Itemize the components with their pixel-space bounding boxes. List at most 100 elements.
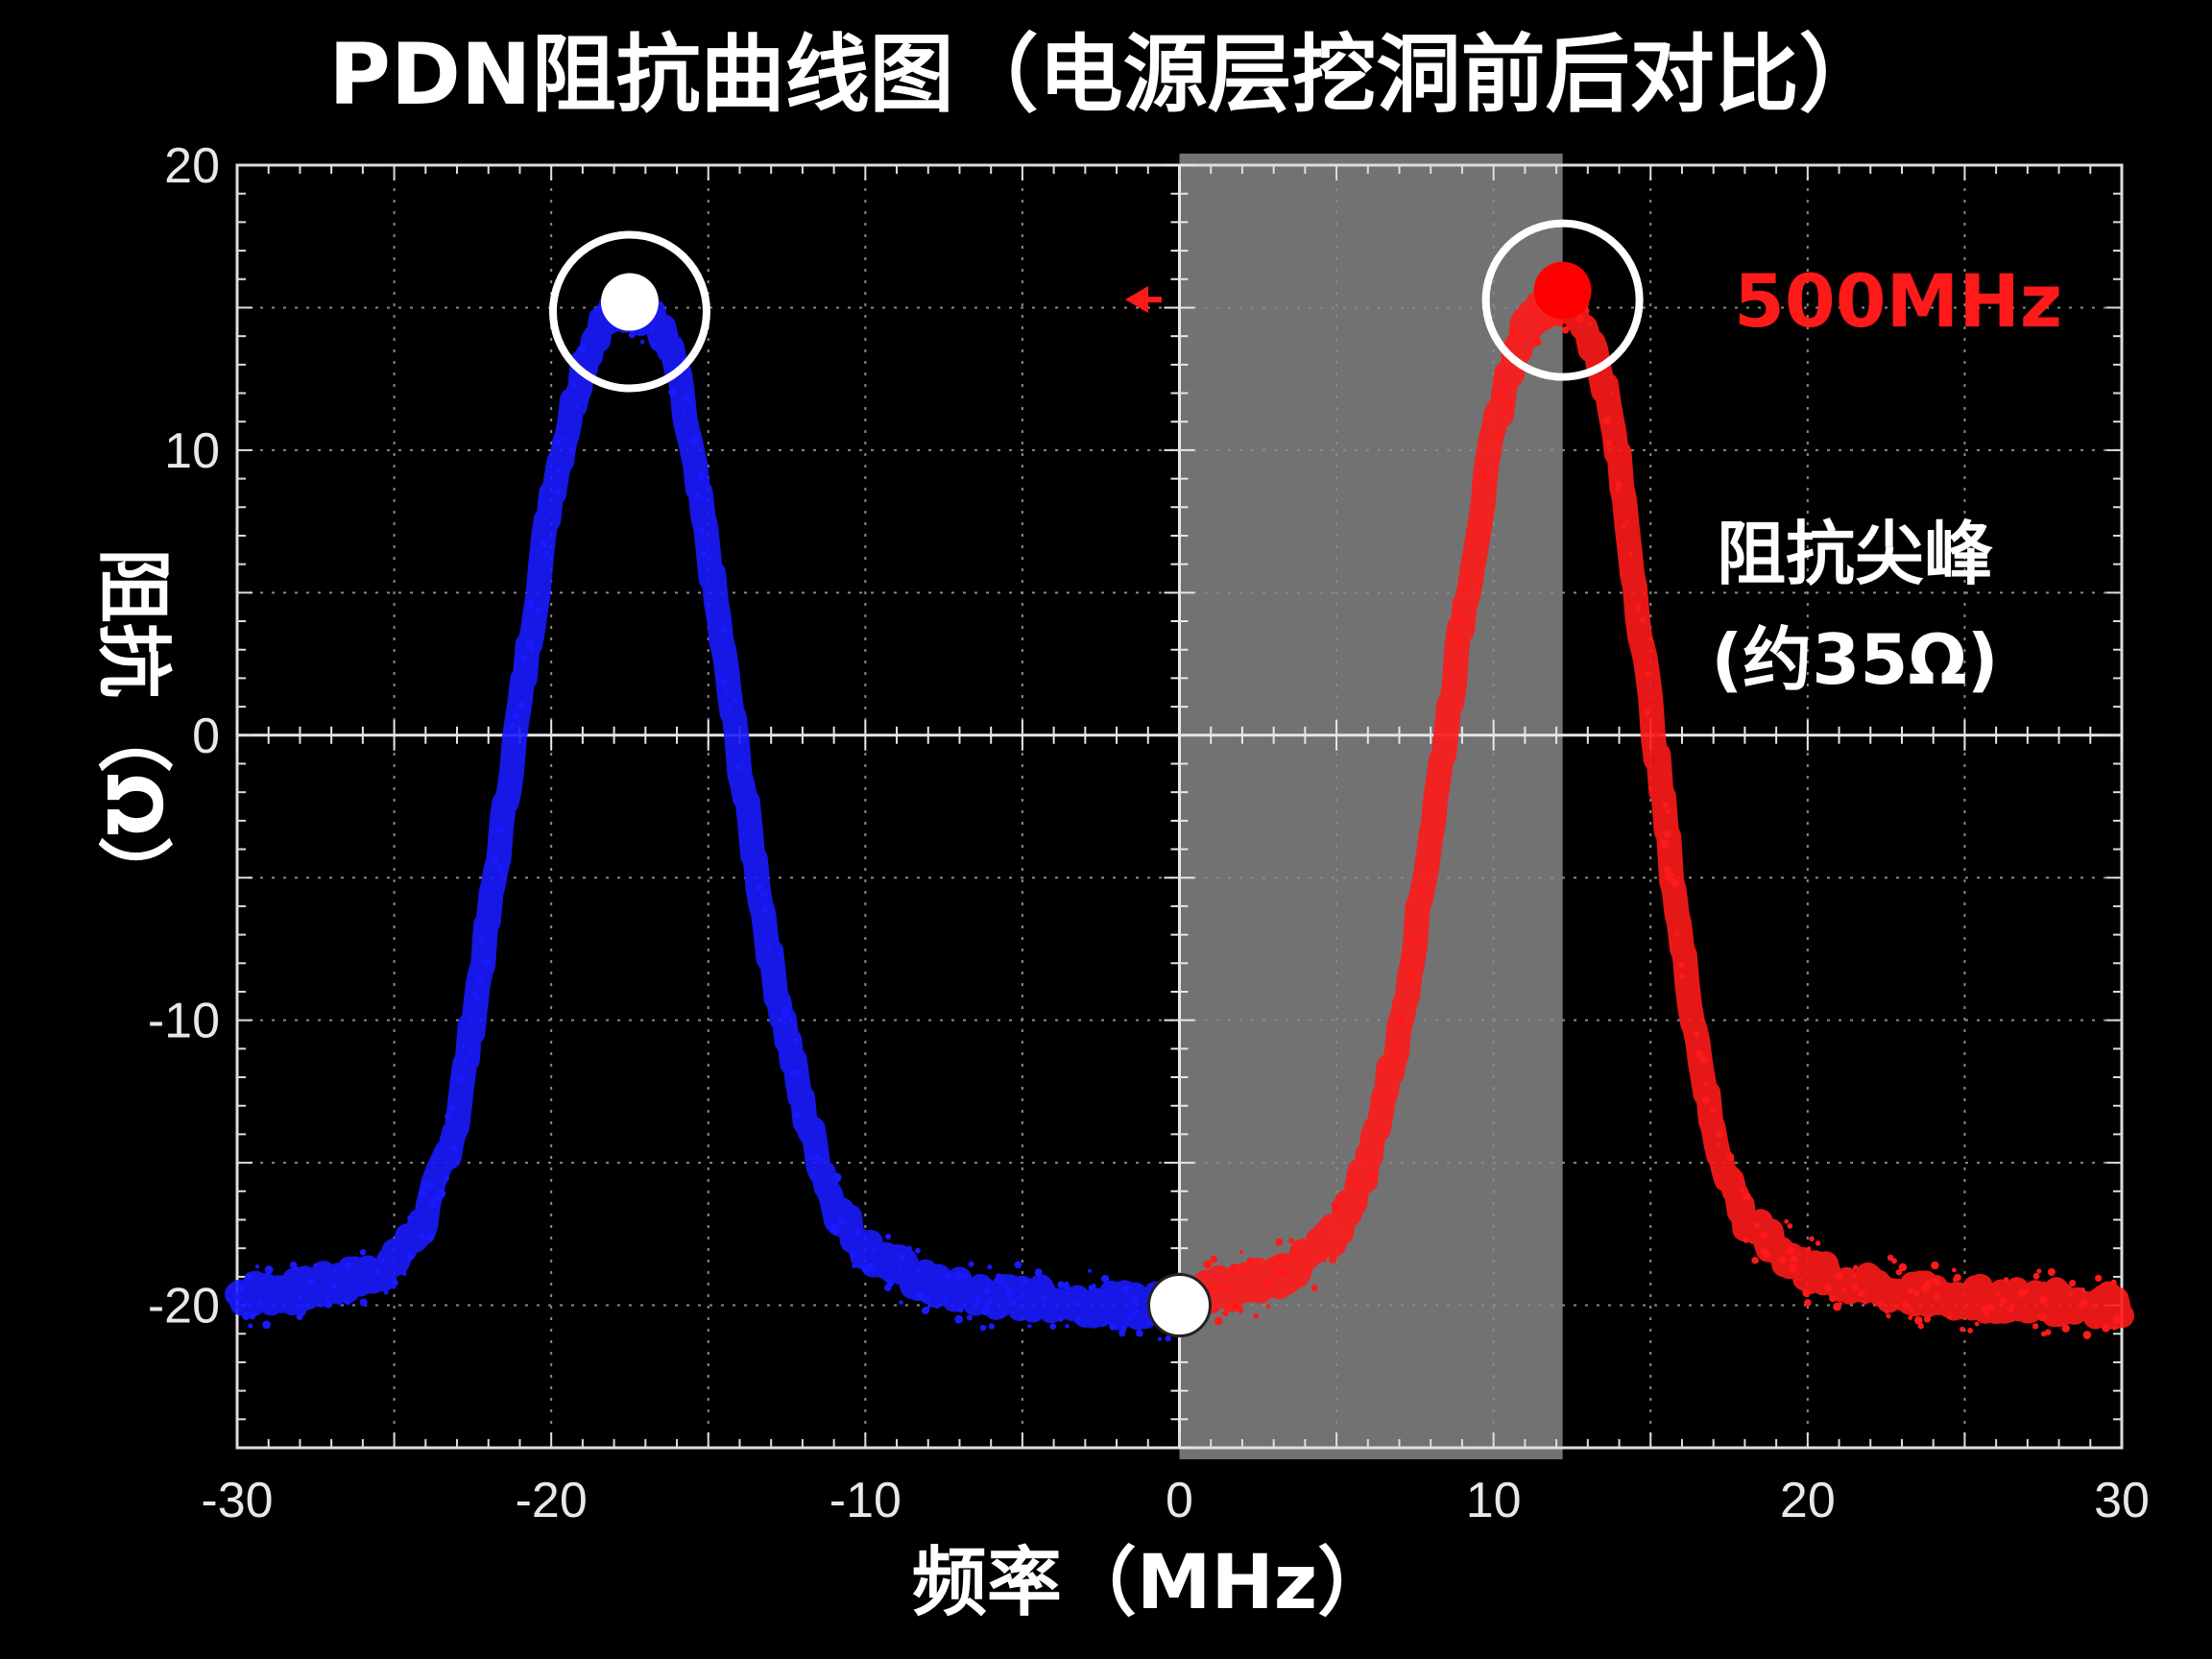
series-noise-point — [381, 1258, 386, 1263]
series-noise-point — [1829, 1294, 1837, 1303]
series-noise-point — [1695, 1049, 1704, 1059]
series-noise-point — [419, 1190, 427, 1198]
series-noise-point — [1502, 380, 1507, 387]
series-noise-point — [2069, 1279, 2077, 1287]
series-noise-point — [244, 1300, 252, 1309]
series-noise-point — [517, 700, 526, 709]
series-noise-point — [299, 1304, 304, 1310]
series-noise-point — [1743, 1191, 1751, 1201]
series-noise-point — [2110, 1279, 2117, 1286]
series-noise-point — [1462, 619, 1467, 624]
series-noise-point — [1127, 1312, 1135, 1321]
series-noise-point — [264, 1265, 274, 1274]
series-noise-point — [392, 1279, 398, 1286]
series-noise-point — [1330, 1254, 1336, 1261]
series-noise-point — [1222, 1310, 1229, 1317]
series-noise-point — [1662, 802, 1669, 808]
series-noise-point — [2095, 1274, 2103, 1283]
series-noise-point — [1416, 886, 1424, 893]
series-noise-point — [1858, 1289, 1865, 1298]
series-noise-point — [906, 1245, 912, 1252]
y-tick-label: 10 — [164, 423, 220, 479]
series-noise-point — [1407, 973, 1413, 979]
series-noise-point — [922, 1295, 931, 1305]
series-noise-point — [443, 1175, 449, 1182]
series-noise-point — [955, 1272, 964, 1282]
series-noise-point — [1838, 1301, 1842, 1307]
series-noise-point — [1898, 1262, 1908, 1272]
series-noise-point — [560, 436, 565, 442]
series-noise-point — [706, 545, 710, 551]
series-noise-point — [739, 762, 744, 768]
series-noise-point — [808, 1155, 814, 1161]
series-noise-point — [526, 599, 536, 609]
series-noise-point — [1809, 1236, 1815, 1242]
series-noise-point — [1789, 1263, 1798, 1273]
series-noise-point — [1109, 1291, 1115, 1296]
series-noise-point — [325, 1294, 330, 1300]
series-noise-point — [1474, 559, 1479, 564]
series-noise-point — [1495, 432, 1500, 437]
y-tick-label: 20 — [164, 138, 220, 194]
series-noise-point — [1561, 325, 1570, 334]
series-noise-point — [915, 1247, 921, 1254]
series-noise-point — [294, 1266, 300, 1272]
series-noise-point — [1387, 1099, 1393, 1106]
series-noise-point — [1065, 1290, 1070, 1296]
series-noise-point — [1622, 524, 1626, 529]
series-noise-point — [525, 638, 535, 648]
series-noise-point — [474, 994, 480, 999]
series-noise-point — [565, 437, 570, 442]
series-noise-point — [974, 1295, 982, 1304]
series-noise-point — [333, 1267, 339, 1273]
series-noise-point — [1912, 1290, 1920, 1298]
series-noise-point — [1231, 1302, 1239, 1310]
series-noise-point — [490, 854, 499, 863]
series-noise-point — [1030, 1311, 1035, 1316]
series-noise-point — [945, 1272, 951, 1279]
series-noise-point — [510, 780, 515, 785]
series-noise-point — [995, 1276, 1004, 1286]
series-noise-point — [1760, 1231, 1768, 1239]
series-noise-point — [1130, 1295, 1139, 1304]
series-noise-point — [1005, 1288, 1015, 1297]
series-noise-point — [1368, 1171, 1378, 1181]
series-noise-point — [471, 990, 477, 997]
x-tick-label: 20 — [1780, 1473, 1836, 1528]
series-noise-point — [1538, 317, 1548, 325]
series-noise-point — [2025, 1288, 2030, 1293]
series-noise-point — [433, 1193, 443, 1203]
series-noise-point — [1455, 640, 1463, 648]
x-tick-label: -30 — [201, 1473, 273, 1528]
series-noise-point — [475, 976, 483, 984]
series-noise-point — [314, 1290, 320, 1295]
y-axis-label: 阻抗（Ω） — [89, 548, 176, 911]
series-noise-point — [338, 1301, 343, 1306]
series-noise-point — [1886, 1313, 1891, 1319]
series-noise-point — [899, 1300, 903, 1306]
annotation-peak-value: (约35Ω) — [1711, 619, 1998, 700]
series-noise-point — [1009, 1299, 1017, 1307]
series-noise-point — [1347, 1177, 1355, 1185]
series-noise-point — [1557, 321, 1564, 327]
series-noise-point — [594, 307, 601, 314]
series-noise-point — [1075, 1316, 1082, 1323]
series-noise-point — [700, 550, 708, 558]
series-noise-point — [1109, 1322, 1118, 1331]
series-noise-point — [1931, 1277, 1937, 1284]
series-noise-point — [985, 1280, 990, 1286]
series-noise-point — [1354, 1181, 1358, 1186]
series-noise-point — [1414, 937, 1423, 945]
series-noise-point — [1802, 1288, 1811, 1297]
series-noise-point — [689, 436, 699, 445]
series-noise-point — [2003, 1277, 2009, 1283]
series-noise-point — [1628, 551, 1634, 557]
series-noise-point — [2044, 1329, 2052, 1335]
series-noise-point — [639, 339, 645, 345]
series-noise-point — [2102, 1323, 2110, 1333]
series-noise-point — [733, 697, 737, 703]
series-noise-point — [404, 1251, 414, 1261]
series-noise-point — [1923, 1280, 1933, 1289]
series-noise-point — [1639, 616, 1647, 623]
